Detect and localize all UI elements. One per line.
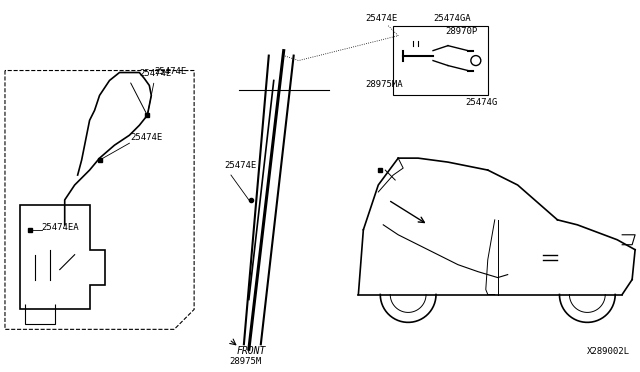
Bar [393, 26, 488, 95]
Text: FRONT: FRONT [237, 346, 266, 356]
Text: 28970P: 28970P [445, 27, 477, 36]
Text: 25474E: 25474E [154, 67, 186, 76]
Text: 25474E: 25474E [224, 161, 256, 170]
Text: 25474GA: 25474GA [433, 14, 470, 23]
Text: 25474E: 25474E [365, 14, 397, 23]
Text: X289002L: X289002L [588, 347, 630, 356]
Text: 25474G: 25474G [465, 98, 497, 108]
Text: 28975M: 28975M [229, 357, 261, 366]
Text: 25474E: 25474E [131, 133, 163, 142]
Text: 25474E: 25474E [140, 68, 172, 77]
Text: 25474EA: 25474EA [42, 223, 79, 232]
Text: 28975MA: 28975MA [365, 80, 403, 89]
